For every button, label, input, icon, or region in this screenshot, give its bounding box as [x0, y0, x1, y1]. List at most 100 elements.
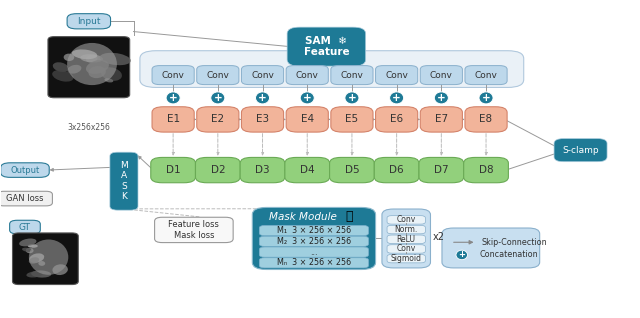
- Text: E6: E6: [390, 114, 403, 124]
- Text: 🔥: 🔥: [346, 211, 353, 224]
- Ellipse shape: [63, 54, 74, 61]
- FancyBboxPatch shape: [387, 225, 426, 234]
- Text: Input: Input: [77, 17, 100, 26]
- Text: D2: D2: [211, 165, 225, 175]
- Ellipse shape: [80, 54, 103, 63]
- FancyBboxPatch shape: [48, 37, 130, 98]
- Text: D8: D8: [479, 165, 493, 175]
- Ellipse shape: [52, 62, 68, 72]
- FancyBboxPatch shape: [286, 107, 328, 132]
- Text: D4: D4: [300, 165, 314, 175]
- Ellipse shape: [38, 261, 45, 266]
- Text: GAN loss: GAN loss: [6, 194, 44, 203]
- Ellipse shape: [26, 271, 42, 278]
- Text: Conv: Conv: [397, 245, 416, 253]
- Text: +: +: [437, 93, 445, 103]
- FancyBboxPatch shape: [330, 157, 374, 183]
- FancyBboxPatch shape: [387, 216, 426, 224]
- Ellipse shape: [29, 257, 39, 264]
- Text: Conv: Conv: [397, 215, 416, 225]
- Text: D6: D6: [389, 165, 404, 175]
- FancyBboxPatch shape: [152, 66, 194, 85]
- FancyBboxPatch shape: [196, 66, 239, 85]
- Text: +: +: [303, 93, 312, 103]
- Text: ...: ...: [310, 248, 317, 257]
- FancyBboxPatch shape: [286, 66, 328, 85]
- FancyBboxPatch shape: [241, 107, 284, 132]
- Text: E7: E7: [435, 114, 448, 124]
- Text: E1: E1: [166, 114, 180, 124]
- Ellipse shape: [86, 55, 97, 62]
- FancyBboxPatch shape: [387, 235, 426, 244]
- FancyBboxPatch shape: [67, 14, 111, 29]
- FancyBboxPatch shape: [387, 245, 426, 253]
- Ellipse shape: [479, 92, 493, 104]
- Text: SAM  ❄
Feature: SAM ❄ Feature: [303, 36, 349, 58]
- FancyBboxPatch shape: [13, 233, 78, 285]
- FancyBboxPatch shape: [420, 66, 463, 85]
- FancyBboxPatch shape: [374, 157, 419, 183]
- Ellipse shape: [100, 53, 131, 65]
- FancyBboxPatch shape: [259, 258, 369, 268]
- FancyBboxPatch shape: [376, 107, 418, 132]
- FancyBboxPatch shape: [155, 217, 233, 243]
- Text: E4: E4: [301, 114, 314, 124]
- Ellipse shape: [300, 92, 314, 104]
- FancyBboxPatch shape: [241, 66, 284, 85]
- Text: +: +: [458, 251, 465, 259]
- Text: Conv: Conv: [251, 71, 274, 80]
- Ellipse shape: [67, 65, 81, 74]
- Text: Concatenation: Concatenation: [479, 251, 538, 259]
- FancyBboxPatch shape: [140, 51, 524, 87]
- Ellipse shape: [456, 250, 467, 260]
- Text: D3: D3: [255, 165, 270, 175]
- Ellipse shape: [88, 66, 106, 78]
- Ellipse shape: [101, 67, 122, 81]
- FancyBboxPatch shape: [554, 139, 607, 162]
- Text: Conv: Conv: [206, 71, 229, 80]
- Text: +: +: [348, 93, 356, 103]
- FancyBboxPatch shape: [259, 247, 369, 257]
- Text: ReLU: ReLU: [397, 235, 416, 244]
- FancyBboxPatch shape: [196, 107, 239, 132]
- Text: Mₙ  3 × 256 × 256: Mₙ 3 × 256 × 256: [277, 258, 351, 267]
- Ellipse shape: [22, 248, 32, 252]
- FancyBboxPatch shape: [240, 157, 285, 183]
- Ellipse shape: [166, 92, 180, 104]
- Ellipse shape: [52, 70, 74, 82]
- Text: Mask Module: Mask Module: [269, 212, 337, 222]
- Ellipse shape: [211, 92, 225, 104]
- Ellipse shape: [28, 244, 38, 248]
- Text: Skip-Connection: Skip-Connection: [481, 238, 547, 247]
- FancyBboxPatch shape: [259, 225, 369, 236]
- Text: Conv: Conv: [340, 71, 364, 80]
- Text: +: +: [169, 93, 177, 103]
- FancyBboxPatch shape: [382, 209, 431, 268]
- Text: D7: D7: [434, 165, 449, 175]
- Text: E5: E5: [346, 114, 358, 124]
- FancyBboxPatch shape: [110, 152, 138, 210]
- FancyBboxPatch shape: [152, 107, 194, 132]
- Text: E8: E8: [479, 114, 493, 124]
- FancyBboxPatch shape: [376, 66, 418, 85]
- FancyBboxPatch shape: [252, 207, 376, 269]
- Text: M₂  3 × 256 × 256: M₂ 3 × 256 × 256: [277, 237, 351, 246]
- Text: GT: GT: [19, 223, 31, 232]
- Text: E3: E3: [256, 114, 269, 124]
- Text: 3x256x256: 3x256x256: [67, 123, 110, 132]
- Text: +: +: [392, 93, 401, 103]
- Ellipse shape: [390, 92, 404, 104]
- FancyBboxPatch shape: [419, 157, 464, 183]
- Ellipse shape: [72, 49, 97, 59]
- Ellipse shape: [345, 92, 359, 104]
- Ellipse shape: [29, 239, 68, 275]
- FancyBboxPatch shape: [10, 220, 40, 234]
- FancyBboxPatch shape: [420, 107, 463, 132]
- FancyBboxPatch shape: [465, 66, 507, 85]
- Ellipse shape: [26, 248, 33, 253]
- Text: M
A
S
K: M A S K: [120, 161, 128, 201]
- FancyBboxPatch shape: [387, 254, 426, 263]
- Text: Conv: Conv: [430, 71, 452, 80]
- Ellipse shape: [67, 43, 117, 85]
- Ellipse shape: [86, 60, 109, 74]
